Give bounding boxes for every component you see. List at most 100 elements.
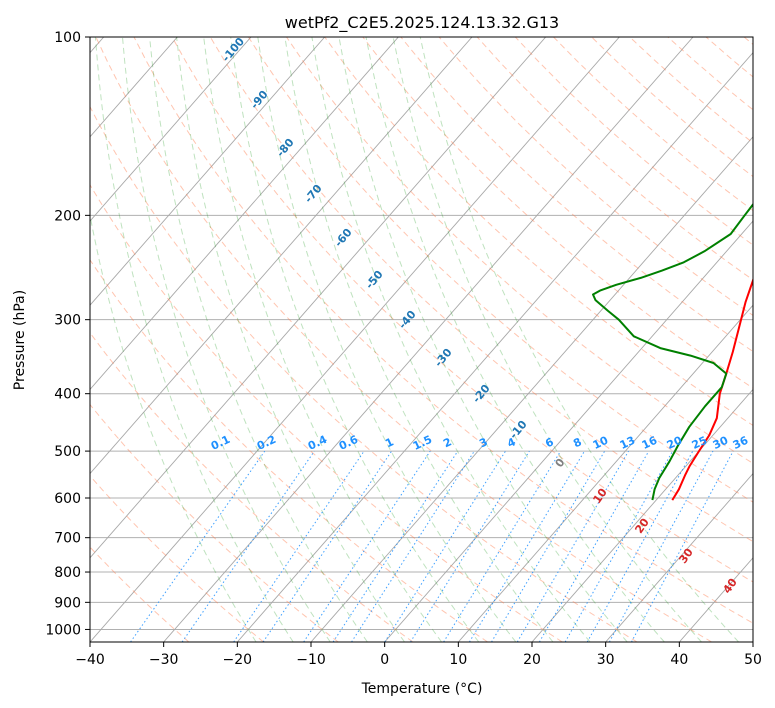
mixing-ratio-label: 10: [591, 434, 611, 452]
dry-adiabat-line: [133, 37, 753, 624]
mixing-ratio-line: [491, 450, 606, 642]
x-tick-label: 30: [597, 652, 615, 668]
mixing-ratio-label: 0.6: [337, 433, 360, 453]
x-tick-label: −10: [296, 652, 326, 668]
y-tick-label: 200: [54, 208, 81, 224]
plot-frame: [89, 36, 754, 643]
mixing-ratio-label: 16: [640, 434, 660, 452]
dry-adiabat-line: [90, 403, 339, 642]
mixing-ratio-line: [332, 450, 459, 642]
mixing-ratio-line: [262, 450, 393, 642]
mixing-ratio-line: [233, 450, 365, 642]
dry-adiabat-line: [553, 37, 753, 212]
mixing-ratio-label: 3: [477, 435, 489, 450]
dry-adiabat-label: -40: [396, 308, 419, 332]
mixing-ratio-line: [303, 450, 431, 642]
mixing-ratio-line: [468, 450, 585, 642]
line-labels: -100-90-80-70-60-50-40-30-20-10010203040…: [209, 35, 751, 596]
background-lines: [90, 37, 753, 642]
moist-adiabat-line: [90, 212, 257, 642]
x-tick-label: 50: [744, 652, 762, 668]
moist-adiabat-line: [392, 37, 702, 642]
moist-adiabat-line: [94, 37, 294, 642]
dry-adiabat-label: -60: [332, 226, 355, 250]
mixing-ratio-line: [608, 450, 714, 642]
dry-adiabat-line: [95, 37, 712, 642]
mixing-ratio-line: [516, 450, 629, 642]
isotherm-line: [531, 388, 753, 642]
isotherm-line: [90, 37, 473, 475]
mixing-ratio-label: 2: [441, 435, 453, 450]
x-tick-label: −40: [75, 652, 105, 668]
dry-adiabat-line: [90, 105, 638, 642]
dry-adiabat-line: [90, 183, 563, 642]
moist-adiabat-line: [284, 37, 554, 642]
moist-adiabat-line: [176, 37, 405, 642]
x-axis-title: Temperature (°C): [361, 681, 483, 697]
dry-adiabat-label: -90: [248, 88, 271, 112]
mixing-ratio-line: [631, 450, 734, 642]
y-tick-label: 1000: [45, 622, 81, 638]
mixing-ratio-line: [130, 450, 266, 642]
isotherm-line: [163, 37, 694, 642]
dry-adiabat-label: -50: [363, 268, 386, 292]
mixing-ratio-label: 1: [383, 435, 395, 450]
isotherm-line: [236, 51, 753, 642]
moist-adiabat-label: 30: [676, 546, 696, 566]
mixing-ratio-line: [586, 450, 694, 642]
moist-adiabat-line: [338, 37, 628, 642]
mixing-ratio-line: [410, 450, 530, 642]
moist-adiabat-line: [122, 37, 331, 642]
dry-adiabat-line: [209, 37, 753, 543]
moist-adiabat-line: [203, 37, 443, 642]
isotherm-line: [90, 37, 252, 222]
dry-adiabat-line: [90, 546, 190, 642]
y-tick-label: 100: [54, 30, 81, 46]
dry-adiabat-line: [247, 37, 753, 503]
moist-adiabat-line: [419, 37, 739, 642]
mixing-ratio-label: 20: [665, 434, 685, 452]
moist-adiabat-line: [230, 37, 480, 642]
dry-adiabat-line: [400, 37, 753, 353]
dry-adiabat-line: [171, 37, 753, 583]
dry-adiabat-label: -100: [219, 35, 247, 65]
x-tick-label: 10: [449, 652, 467, 668]
isotherm-line: [310, 136, 753, 642]
dry-adiabat-line: [476, 37, 753, 281]
isotherm-line: [90, 37, 326, 306]
moist-adiabat-label: 40: [720, 576, 740, 596]
moist-adiabat-line: [311, 37, 591, 642]
isotherm-line: [90, 37, 547, 559]
y-tick-label: 700: [54, 531, 81, 547]
moist-adiabat-line: [257, 37, 517, 642]
mixing-ratio-line: [443, 450, 562, 642]
dry-adiabat-line: [362, 37, 753, 389]
x-tick-label: −30: [149, 652, 179, 668]
y-tick-label: 400: [54, 387, 81, 403]
y-tick-label: 600: [54, 491, 81, 507]
axis-ticks: −40 −30 −20 −10 0 10 20 30 40 5010020030040050060…: [45, 30, 762, 668]
chart-title: wetPf2_C2E5.2025.124.13.32.G13: [285, 13, 559, 33]
isotherm-line: [384, 220, 753, 642]
isotherm-line: [752, 641, 753, 642]
dry-adiabat-line: [743, 37, 753, 46]
y-tick-label: 900: [54, 595, 81, 611]
mixing-ratio-label: 8: [571, 435, 583, 450]
dry-adiabat-label: -20: [470, 382, 493, 406]
dry-adiabat-line: [438, 37, 753, 317]
series-layer: [592, 202, 753, 501]
mixing-ratio-label: 0.1: [209, 433, 232, 453]
isotherm-line: [90, 37, 620, 642]
moist-adiabat-label: 20: [632, 516, 652, 536]
x-tick-label: 0: [380, 652, 389, 668]
mixing-ratio-line: [384, 450, 506, 642]
dry-adiabat-label: -30: [432, 346, 455, 370]
dry-adiabat-label: -80: [274, 136, 297, 160]
moist-adiabat-label: 10: [590, 486, 610, 506]
y-tick-label: 300: [54, 313, 81, 329]
moist-adiabat-line: [149, 37, 368, 642]
mixing-ratio-label: 0.4: [306, 433, 329, 453]
dry-adiabat-line: [286, 37, 753, 464]
